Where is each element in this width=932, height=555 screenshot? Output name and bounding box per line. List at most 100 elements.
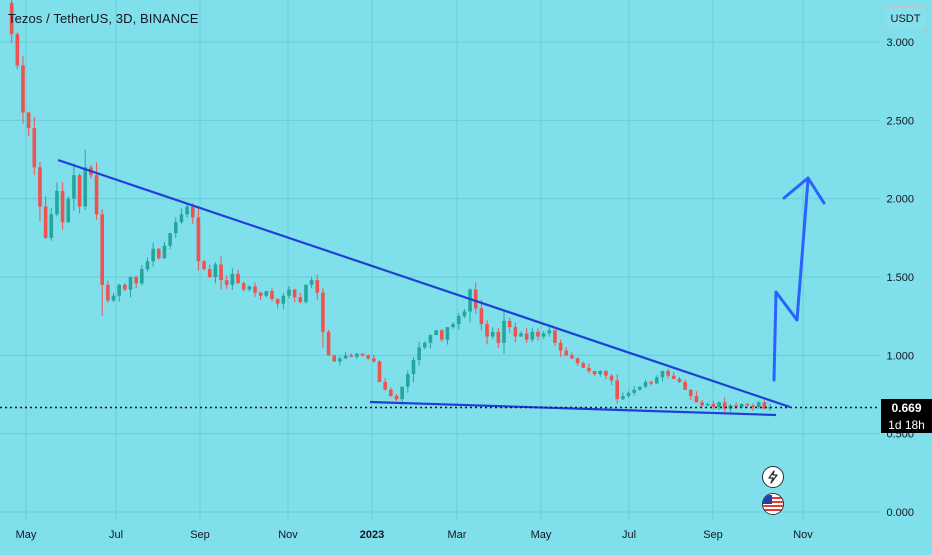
- x-tick-label: Jul: [109, 529, 123, 541]
- candle: [490, 327, 495, 339]
- candle: [553, 329, 557, 346]
- candle: [173, 217, 178, 238]
- candle: [671, 371, 676, 380]
- candle: [275, 298, 280, 309]
- last-price-label: 0.669: [881, 399, 932, 416]
- candle: [604, 369, 608, 380]
- candle: [587, 363, 591, 374]
- candle: [15, 32, 20, 70]
- candle: [592, 370, 597, 376]
- candle: [315, 274, 320, 300]
- candle: [21, 55, 25, 124]
- candle: [406, 370, 410, 393]
- candle: [666, 368, 670, 379]
- candle: [117, 283, 121, 302]
- candle: [660, 370, 665, 382]
- x-tick-label: Mar: [448, 529, 467, 541]
- candle: [207, 264, 212, 278]
- candle: [304, 284, 308, 304]
- candle: [479, 299, 484, 331]
- candle: [547, 326, 552, 337]
- candle: [134, 275, 138, 289]
- lightning-icon[interactable]: [762, 466, 784, 488]
- candle: [253, 282, 257, 297]
- candle: [321, 288, 325, 348]
- candle: [705, 402, 710, 407]
- candle: [615, 374, 619, 404]
- candle: [626, 391, 631, 398]
- candle: [575, 357, 580, 366]
- candle: [66, 196, 71, 223]
- candle: [632, 385, 636, 396]
- candle: [360, 353, 365, 357]
- candle: [655, 375, 659, 384]
- bar-countdown-label: 1d 18h: [881, 416, 932, 433]
- candle: [451, 322, 455, 329]
- x-tick-label: 2023: [360, 529, 384, 541]
- candle: [9, 0, 14, 43]
- candle: [43, 196, 48, 240]
- candle: [638, 386, 642, 391]
- candle: [111, 293, 116, 303]
- candle: [366, 354, 370, 360]
- candle: [162, 241, 167, 259]
- candle: [609, 374, 614, 385]
- candle: [338, 356, 342, 366]
- drawings[interactable]: [0, 158, 880, 417]
- currency-button[interactable]: USDT: [883, 6, 928, 32]
- candle: [349, 353, 354, 358]
- candle: [649, 380, 653, 386]
- candle: [32, 117, 37, 176]
- x-tick-label: Sep: [703, 529, 723, 541]
- candle: [468, 288, 472, 323]
- candle: [230, 268, 235, 290]
- candle: [309, 276, 314, 289]
- candle: [179, 208, 184, 225]
- candle: [496, 328, 501, 349]
- candle: [756, 400, 761, 409]
- x-tick-label: May: [16, 529, 37, 541]
- candle: [519, 331, 523, 337]
- candle: [598, 370, 603, 378]
- x-tick-label: May: [531, 529, 552, 541]
- candle: [536, 328, 540, 341]
- candle: [298, 292, 303, 304]
- candle: [247, 285, 252, 292]
- candle: [711, 400, 716, 410]
- candle: [355, 352, 359, 360]
- candle: [140, 265, 144, 286]
- symbol-title[interactable]: Tezos / TetherUS, 3D, BINANCE: [8, 11, 199, 26]
- candle: [445, 326, 450, 345]
- candle: [456, 312, 461, 330]
- candle: [717, 401, 721, 411]
- candle: [343, 351, 348, 360]
- candle: [287, 286, 291, 299]
- candle: [241, 281, 246, 292]
- candle: [751, 403, 755, 411]
- candle: [83, 149, 88, 211]
- us-flag-icon[interactable]: [762, 493, 784, 515]
- candle: [524, 327, 529, 343]
- candle: [422, 341, 427, 350]
- candle: [688, 389, 693, 401]
- candle: [100, 208, 105, 316]
- candle: [383, 378, 387, 391]
- y-tick-label: 3.000: [886, 37, 914, 49]
- x-tick-label: Sep: [190, 529, 210, 541]
- candle: [643, 379, 648, 388]
- candle: [377, 359, 382, 382]
- y-tick-label: 2.000: [886, 194, 914, 206]
- x-tick-label: Jul: [622, 529, 636, 541]
- breakout-arrow: [772, 176, 826, 382]
- y-tick-label: 2.500: [886, 115, 914, 127]
- candle: [694, 391, 699, 403]
- x-tick-label: Nov: [793, 529, 813, 541]
- candle: [26, 111, 31, 137]
- candle: [332, 354, 337, 362]
- y-tick-label: 1.000: [886, 350, 914, 362]
- candle: [106, 280, 110, 303]
- candle: [683, 379, 687, 391]
- candle: [168, 232, 172, 250]
